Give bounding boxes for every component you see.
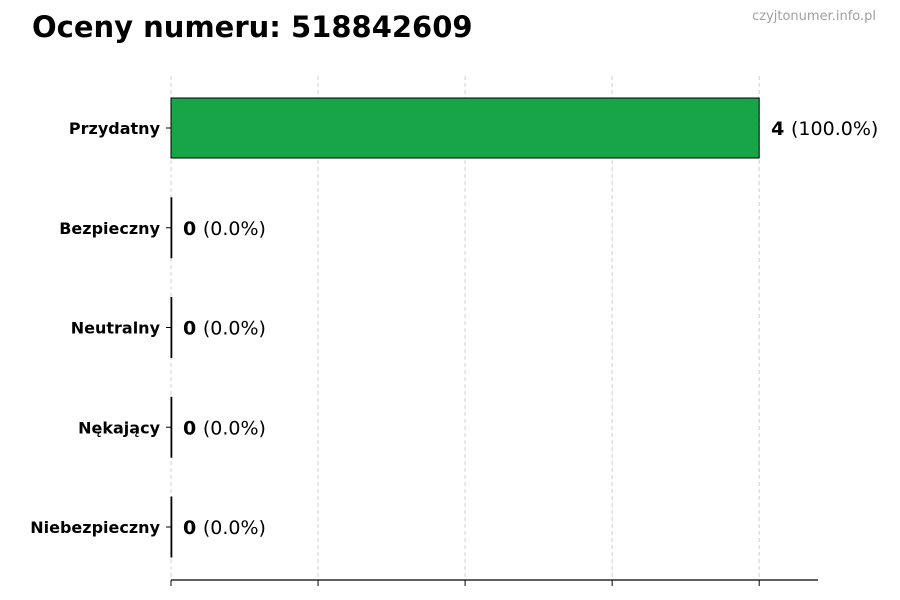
category-label: Neutralny <box>71 319 161 338</box>
data-label: 4 (100.0%) <box>771 118 878 140</box>
bar <box>170 496 173 558</box>
data-label: 0 (0.0%) <box>183 417 266 439</box>
value-count: 0 <box>183 218 203 240</box>
data-label: 0 (0.0%) <box>183 318 266 340</box>
bar <box>170 197 173 259</box>
category-label: Bezpieczny <box>59 219 160 238</box>
watermark: czyjtonumer.info.pl <box>752 9 876 24</box>
value-percent: (0.0%) <box>203 517 266 539</box>
data-label: 0 (0.0%) <box>183 517 266 539</box>
value-count: 0 <box>183 417 203 439</box>
value-percent: (0.0%) <box>203 218 266 240</box>
value-count: 4 <box>771 118 791 140</box>
value-percent: (100.0%) <box>791 118 878 140</box>
category-label: Nękający <box>78 418 160 437</box>
chart-title: Oceny numeru: 518842609 <box>32 10 473 44</box>
bar <box>170 297 173 358</box>
value-percent: (0.0%) <box>203 318 266 340</box>
value-percent: (0.0%) <box>203 417 266 439</box>
bar <box>170 97 760 159</box>
category-label: Niebezpieczny <box>30 518 160 537</box>
category-label: Przydatny <box>69 119 161 138</box>
bar <box>170 396 173 458</box>
value-count: 0 <box>183 517 203 539</box>
value-count: 0 <box>183 318 203 340</box>
data-label: 0 (0.0%) <box>183 218 266 240</box>
